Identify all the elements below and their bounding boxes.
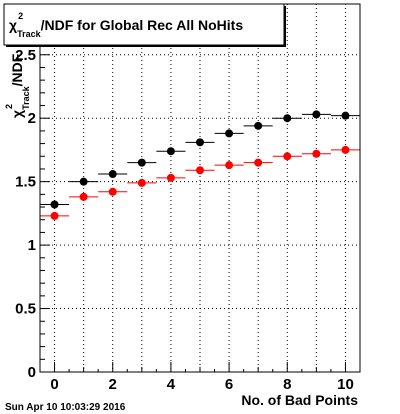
data-point (108, 187, 117, 196)
y-axis-title: χ2 Track/NDF (4, 53, 31, 118)
data-point (254, 158, 263, 167)
series-1 (40, 145, 360, 220)
data-point (225, 161, 234, 170)
y-axis-title-group: χ2 Track/NDF (4, 53, 31, 118)
y-tick-label: 0 (28, 364, 36, 381)
data-point (108, 170, 117, 179)
data-point (50, 200, 59, 209)
x-tick-label: 2 (109, 376, 117, 393)
y-tick-label: 1.5 (15, 174, 36, 191)
data-point (254, 121, 263, 130)
data-point (196, 138, 204, 147)
y-tick-label: 2.5 (15, 47, 36, 64)
data-point (341, 111, 350, 120)
data-series (40, 110, 360, 220)
title-box: χ2 Track/NDF for Global Rec All NoHits (3, 3, 286, 47)
data-point (137, 178, 146, 187)
tick-labels: 0 2 4 6 8 10 0 0.5 1 1.5 2 2.5 (15, 47, 354, 393)
x-tick-label: 4 (167, 376, 176, 393)
data-point (312, 110, 321, 119)
chart-title: χ2 Track/NDF for Global Rec All NoHits (9, 11, 243, 39)
data-point (225, 129, 234, 138)
data-point (283, 114, 292, 123)
data-point (166, 147, 175, 156)
x-axis-title: No. of Bad Points (241, 392, 358, 408)
x-tick-label: 0 (50, 376, 58, 393)
data-point (137, 158, 146, 167)
axis-ticks (39, 3, 361, 373)
data-point (50, 211, 59, 220)
y-tick-label: 1 (28, 237, 36, 254)
data-point (341, 145, 350, 154)
data-point (79, 177, 88, 186)
x-tick-label: 8 (283, 376, 291, 393)
timestamp: Sun Apr 10 10:03:29 2016 (5, 402, 126, 413)
data-point (283, 152, 292, 161)
x-tick-label: 10 (337, 376, 354, 393)
data-point (196, 166, 204, 175)
data-point (312, 149, 321, 158)
data-point (79, 192, 88, 201)
y-tick-label: 0.5 (15, 301, 36, 318)
x-tick-label: 6 (225, 376, 233, 393)
series-0 (40, 110, 360, 209)
y-tick-label: 2 (28, 110, 36, 127)
data-point (166, 173, 175, 182)
